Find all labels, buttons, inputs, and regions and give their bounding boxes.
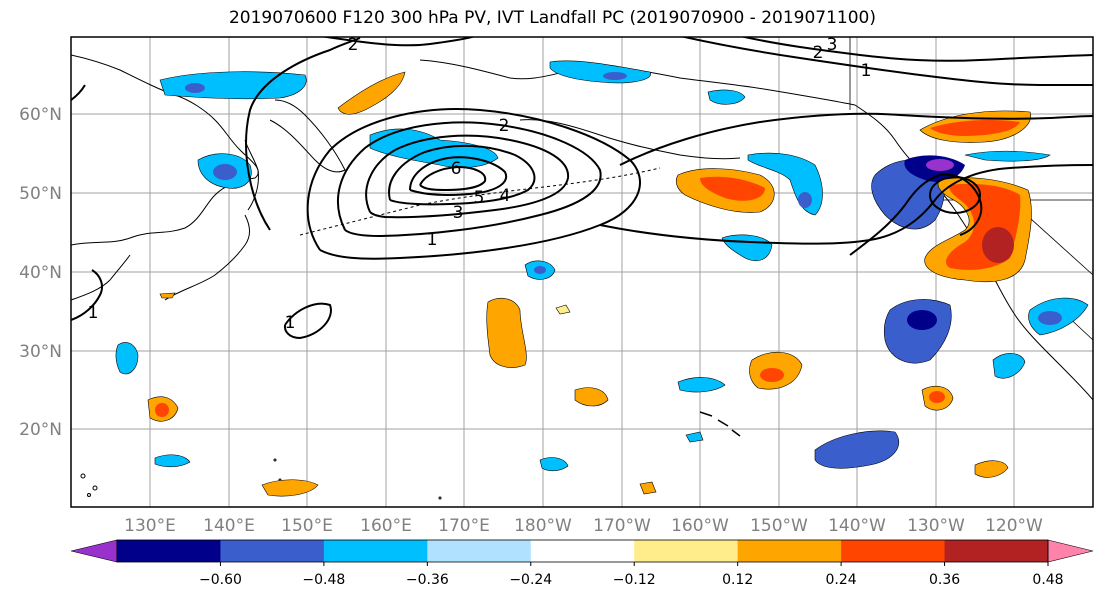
contour-label: 1 <box>88 303 99 323</box>
colorbar-extend-min <box>70 539 118 563</box>
contour-label: 3 <box>453 203 464 223</box>
colorbar-tick-label: −0.48 <box>302 572 345 588</box>
contour-label: 1 <box>285 313 296 333</box>
contour-label: 2 <box>499 116 510 136</box>
colorbar-tick-label: −0.36 <box>406 572 449 588</box>
colorbar-tick-label: −0.24 <box>509 572 552 588</box>
contour-label: 1 <box>861 61 872 81</box>
contour-label: 6 <box>451 159 462 179</box>
contour-label: 2 <box>813 43 824 63</box>
colorbar-tick-label: −0.60 <box>199 572 242 588</box>
lon-label: 130°E <box>124 516 176 536</box>
colorbar-segment <box>737 540 842 562</box>
longitude-labels: 130°E 140°E 150°E 160°E 170°E 180°W 170°W 160°W… <box>124 516 1043 536</box>
coastlines <box>71 37 1093 500</box>
lat-label: 50°N <box>19 184 62 204</box>
chart-title: 2019070600 F120 300 hPa PV, IVT Landfall… <box>228 8 876 28</box>
lon-label: 150°E <box>281 516 333 536</box>
ivt-contours <box>71 37 1093 340</box>
colorbar-segment <box>323 540 428 562</box>
shaded-anomalies <box>115 60 1089 497</box>
lon-label: 140°W <box>828 516 886 536</box>
colorbar-tick-label: 0.48 <box>1032 572 1063 588</box>
lon-label: 160°E <box>360 516 412 536</box>
lon-label: 180°W <box>514 516 572 536</box>
contour-label: 5 <box>474 188 485 208</box>
lon-label: 170°W <box>593 516 651 536</box>
lon-label: 170°E <box>438 516 490 536</box>
colorbar-segment <box>117 540 221 562</box>
contour-label: 3 <box>827 35 838 55</box>
colorbar-segment <box>530 540 635 562</box>
colorbar-tick-label: 0.24 <box>826 572 857 588</box>
contour-label: 1 <box>427 230 438 250</box>
colorbar-tick-label: −0.12 <box>613 572 656 588</box>
colorbar-segment <box>220 540 325 562</box>
colorbar-extend-max <box>1047 539 1094 563</box>
colorbar-tick-label: 0.12 <box>722 572 753 588</box>
map-frame <box>70 36 1094 508</box>
colorbar-tick-label: 0.36 <box>929 572 960 588</box>
lon-label: 150°W <box>750 516 808 536</box>
lat-label: 40°N <box>19 263 62 283</box>
colorbar: −0.60 −0.48 −0.36 −0.24 −0.12 0.12 0.24 0.36 0.4… <box>70 539 1094 588</box>
lon-label: 140°E <box>203 516 255 536</box>
contour-label: 4 <box>500 186 511 206</box>
colorbar-segment <box>944 540 1049 562</box>
colorbar-segment <box>427 540 532 562</box>
lon-label: 120°W <box>985 516 1043 536</box>
lat-label: 60°N <box>19 105 62 125</box>
lat-label: 20°N <box>19 420 62 440</box>
colorbar-segment <box>841 540 946 562</box>
lon-label: 160°W <box>671 516 729 536</box>
contour-label: 2 <box>348 35 359 55</box>
graticule <box>71 37 1093 507</box>
latitude-labels: 60°N 50°N 40°N 30°N 20°N <box>19 105 62 440</box>
lon-label: 130°W <box>907 516 965 536</box>
lat-label: 30°N <box>19 342 62 362</box>
colorbar-segment <box>634 540 739 562</box>
